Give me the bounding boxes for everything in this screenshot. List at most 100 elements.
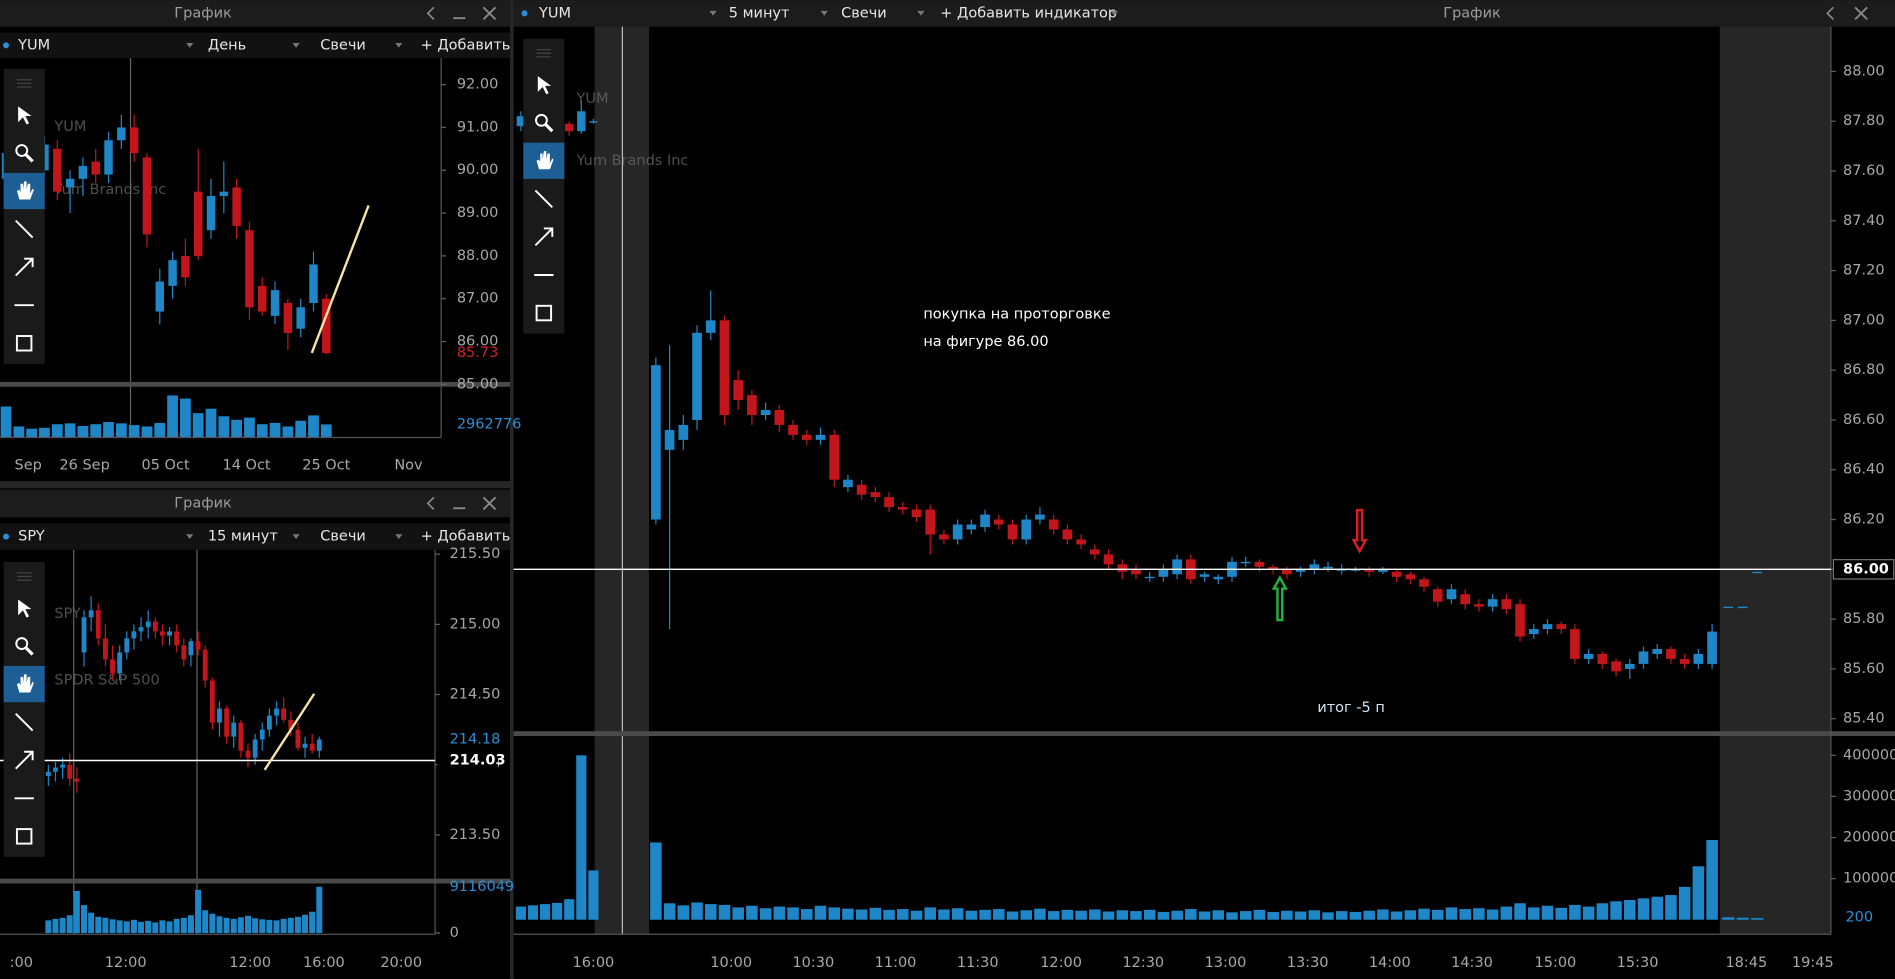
- hand-icon[interactable]: [536, 151, 554, 170]
- hand-icon[interactable]: [16, 674, 34, 693]
- candle-body: [110, 659, 115, 674]
- zoom-icon[interactable]: [543, 122, 554, 133]
- candle-body: [181, 645, 187, 660]
- volume-bar: [128, 425, 140, 438]
- zoom-icon[interactable]: [535, 113, 548, 127]
- line-icon[interactable]: [15, 219, 34, 239]
- tool-button[interactable]: [535, 113, 554, 133]
- volume-bar: [1651, 896, 1663, 920]
- volume-bar: [26, 428, 38, 438]
- symbol-button[interactable]: YUM: [538, 5, 571, 21]
- candle-body: [296, 307, 305, 329]
- tool-button[interactable]: [15, 828, 33, 845]
- hand-icon[interactable]: [16, 181, 34, 200]
- collapse-icon[interactable]: [1826, 6, 1834, 20]
- volume-bar: [1528, 907, 1540, 920]
- toolbar: [0, 32, 511, 59]
- rect-icon[interactable]: [535, 304, 553, 322]
- arrow-icon[interactable]: [534, 227, 554, 247]
- interval-button[interactable]: День: [208, 37, 246, 53]
- volume-bar: [51, 424, 63, 438]
- candle-body: [911, 509, 922, 518]
- tool-button[interactable]: [18, 599, 32, 618]
- dropdown-arrow: [1110, 10, 1118, 16]
- tool-button[interactable]: [15, 144, 34, 163]
- tool-button[interactable]: [18, 106, 32, 125]
- symbol-button[interactable]: SPY: [18, 529, 45, 545]
- volume-bar: [209, 913, 216, 934]
- candle-body: [138, 627, 144, 632]
- add-button-button[interactable]: + Добавить: [421, 529, 511, 545]
- collapse-icon[interactable]: [426, 496, 435, 511]
- add-button-button[interactable]: + Добавить: [421, 37, 511, 53]
- zoom-icon[interactable]: [24, 153, 34, 163]
- candle-body: [856, 484, 867, 495]
- volume-bar: [320, 424, 332, 438]
- candle-body: [1570, 629, 1580, 659]
- line-icon[interactable]: [15, 713, 34, 732]
- collapse-icon[interactable]: [426, 6, 435, 20]
- tool-button[interactable]: [534, 227, 554, 247]
- interval-button[interactable]: 5 минут: [729, 5, 790, 21]
- candle-body: [160, 631, 165, 636]
- chart-type-button[interactable]: Свечи: [320, 37, 366, 53]
- candle-body: [719, 320, 730, 415]
- arrow-icon[interactable]: [15, 257, 34, 277]
- tool-button[interactable]: [15, 219, 34, 239]
- dropdown-arrow: [709, 10, 717, 16]
- volume-bar: [152, 922, 159, 934]
- rect-icon[interactable]: [15, 335, 33, 352]
- candle-body: [1282, 569, 1292, 575]
- candle-body: [224, 708, 230, 737]
- tool-button[interactable]: [3, 172, 45, 210]
- candle-body: [168, 260, 177, 286]
- volume-bar: [280, 918, 287, 934]
- cursor-icon[interactable]: [18, 106, 32, 125]
- volume-bar: [910, 910, 923, 920]
- candle-body: [1419, 579, 1429, 587]
- x-tick-label: 13:30: [1287, 955, 1329, 971]
- chart-type-button[interactable]: Свечи: [841, 5, 887, 21]
- tool-button[interactable]: [15, 637, 34, 656]
- tool-button[interactable]: [15, 257, 34, 277]
- level-label: 214.03: [450, 753, 506, 769]
- volume-bar: [1610, 901, 1622, 920]
- volume-bar: [801, 909, 813, 920]
- add-button-button[interactable]: + Добавить индикатор: [940, 5, 1117, 21]
- chart-type-button[interactable]: Свечи: [320, 529, 366, 545]
- candle-body: [53, 767, 58, 772]
- x-tick-label: 11:00: [875, 955, 917, 971]
- y-tick-label: 88.00: [457, 248, 499, 264]
- candle-body: [174, 631, 180, 646]
- tool-button[interactable]: [523, 142, 565, 179]
- x-tick-label: 10:00: [710, 955, 752, 971]
- volume-bar: [45, 920, 52, 934]
- tool-button[interactable]: [15, 750, 34, 770]
- cursor-icon[interactable]: [537, 76, 552, 95]
- volume-bar: [1404, 910, 1417, 920]
- volume-bar: [59, 917, 66, 934]
- candle-body: [1693, 653, 1704, 664]
- tool-button[interactable]: [15, 713, 34, 732]
- volume-bar: [180, 398, 191, 438]
- volume-tick-label: 200000: [1843, 830, 1895, 846]
- volume-bar: [842, 908, 854, 920]
- close-icon[interactable]: [482, 496, 497, 511]
- candle-body: [131, 631, 137, 639]
- tool-button[interactable]: [534, 189, 553, 208]
- rect-icon[interactable]: [15, 828, 33, 845]
- symbol-button[interactable]: YUM: [17, 37, 50, 53]
- interval-button[interactable]: 15 минут: [208, 529, 278, 545]
- zoom-icon[interactable]: [15, 144, 29, 157]
- zoom-icon[interactable]: [15, 637, 29, 650]
- tool-button[interactable]: [535, 304, 553, 322]
- tool-button[interactable]: [537, 76, 552, 95]
- close-icon[interactable]: [482, 6, 497, 21]
- zoom-icon[interactable]: [24, 646, 34, 656]
- arrow-icon[interactable]: [15, 750, 34, 770]
- close-icon[interactable]: [1854, 6, 1868, 21]
- tool-button[interactable]: [15, 335, 33, 352]
- line-icon[interactable]: [534, 189, 553, 208]
- cursor-icon[interactable]: [18, 599, 32, 618]
- tool-button[interactable]: [3, 665, 45, 703]
